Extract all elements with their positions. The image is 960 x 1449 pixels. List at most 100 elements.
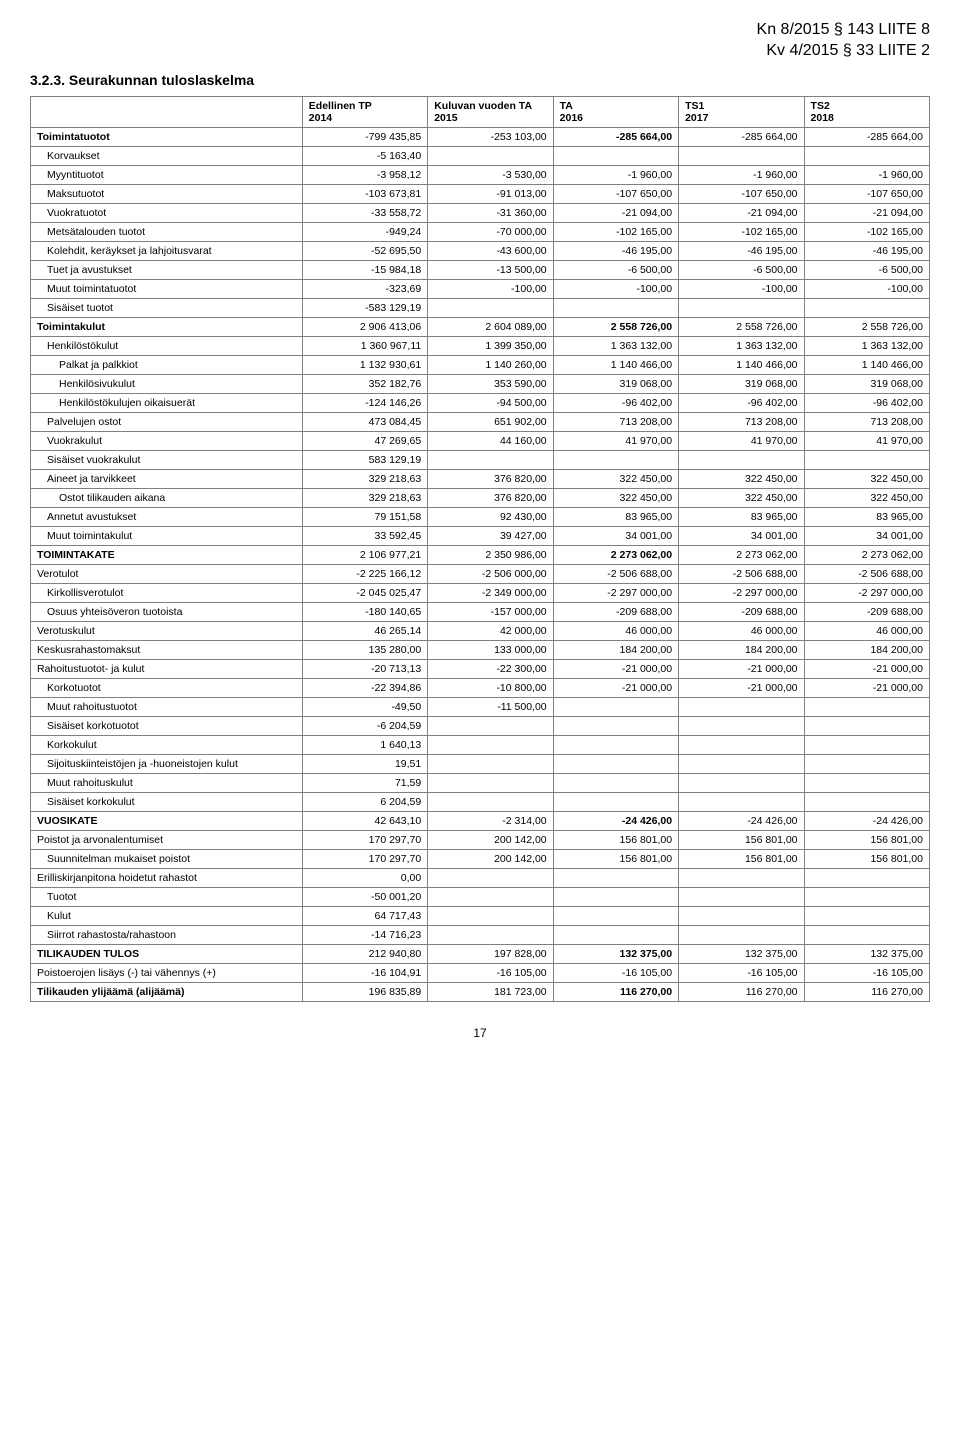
- table-row: Toimintatuotot-799 435,85-253 103,00-285…: [31, 127, 930, 146]
- row-value: [804, 792, 929, 811]
- table-row: Aineet ja tarvikkeet329 218,63376 820,00…: [31, 469, 930, 488]
- row-value: [428, 735, 553, 754]
- table-row: Rahoitustuotot- ja kulut-20 713,13-22 30…: [31, 659, 930, 678]
- row-value: -2 297 000,00: [553, 583, 678, 602]
- row-value: 46 000,00: [553, 621, 678, 640]
- row-value: -107 650,00: [804, 184, 929, 203]
- row-value: 41 970,00: [679, 431, 804, 450]
- row-value: 79 151,58: [302, 507, 427, 526]
- row-value: [804, 868, 929, 887]
- row-value: 46 000,00: [679, 621, 804, 640]
- row-value: 42 643,10: [302, 811, 427, 830]
- row-value: -2 506 000,00: [428, 564, 553, 583]
- row-value: -10 800,00: [428, 678, 553, 697]
- row-value: -1 960,00: [804, 165, 929, 184]
- row-value: 651 902,00: [428, 412, 553, 431]
- row-value: -285 664,00: [804, 127, 929, 146]
- row-value: 1 140 466,00: [679, 355, 804, 374]
- row-label: Kulut: [31, 906, 303, 925]
- table-row: Toimintakulut2 906 413,062 604 089,002 5…: [31, 317, 930, 336]
- row-value: 71,59: [302, 773, 427, 792]
- row-value: [553, 773, 678, 792]
- row-value: [679, 868, 804, 887]
- row-value: [428, 773, 553, 792]
- row-value: -21 000,00: [679, 678, 804, 697]
- table-row: Keskusrahastomaksut135 280,00133 000,001…: [31, 640, 930, 659]
- row-label: Tuotot: [31, 887, 303, 906]
- row-value: [679, 298, 804, 317]
- row-label: Muut toimintakulut: [31, 526, 303, 545]
- row-value: 156 801,00: [804, 830, 929, 849]
- row-label: Poistot ja arvonalentumiset: [31, 830, 303, 849]
- row-value: -124 146,26: [302, 393, 427, 412]
- row-value: 322 450,00: [553, 469, 678, 488]
- row-value: -20 713,13: [302, 659, 427, 678]
- row-label: Palvelujen ostot: [31, 412, 303, 431]
- row-value: 2 604 089,00: [428, 317, 553, 336]
- row-value: -21 094,00: [804, 203, 929, 222]
- row-value: 34 001,00: [553, 526, 678, 545]
- row-value: -3 958,12: [302, 165, 427, 184]
- row-label: VUOSIKATE: [31, 811, 303, 830]
- row-value: 2 273 062,00: [804, 545, 929, 564]
- row-label: Keskusrahastomaksut: [31, 640, 303, 659]
- row-value: 376 820,00: [428, 469, 553, 488]
- row-label: Palkat ja palkkiot: [31, 355, 303, 374]
- table-row: Siirrot rahastosta/rahastoon-14 716,23: [31, 925, 930, 944]
- row-value: 83 965,00: [804, 507, 929, 526]
- row-value: [428, 868, 553, 887]
- row-value: 2 558 726,00: [679, 317, 804, 336]
- row-value: 116 270,00: [804, 982, 929, 1001]
- table-row: Muut toimintatuotot-323,69-100,00-100,00…: [31, 279, 930, 298]
- row-value: 2 558 726,00: [553, 317, 678, 336]
- row-value: 181 723,00: [428, 982, 553, 1001]
- row-value: -22 300,00: [428, 659, 553, 678]
- table-row: Sisäiset tuotot-583 129,19: [31, 298, 930, 317]
- row-label: Sisäiset vuokrakulut: [31, 450, 303, 469]
- row-value: 156 801,00: [679, 830, 804, 849]
- row-value: 44 160,00: [428, 431, 553, 450]
- table-row: Korvaukset-5 163,40: [31, 146, 930, 165]
- row-value: 713 208,00: [804, 412, 929, 431]
- row-value: -100,00: [804, 279, 929, 298]
- row-value: 133 000,00: [428, 640, 553, 659]
- row-value: -209 688,00: [679, 602, 804, 621]
- row-value: [804, 925, 929, 944]
- row-value: -2 314,00: [428, 811, 553, 830]
- row-label: Muut rahoitustuotot: [31, 697, 303, 716]
- row-label: Aineet ja tarvikkeet: [31, 469, 303, 488]
- row-value: -16 105,00: [553, 963, 678, 982]
- row-value: 46 000,00: [804, 621, 929, 640]
- row-label: Vuokratuotot: [31, 203, 303, 222]
- row-value: [428, 925, 553, 944]
- row-value: -15 984,18: [302, 260, 427, 279]
- row-value: 1 132 930,61: [302, 355, 427, 374]
- row-value: -2 506 688,00: [553, 564, 678, 583]
- row-value: [553, 792, 678, 811]
- row-label: Vuokrakulut: [31, 431, 303, 450]
- row-value: 329 218,63: [302, 469, 427, 488]
- row-value: 132 375,00: [553, 944, 678, 963]
- row-value: [553, 868, 678, 887]
- row-value: 376 820,00: [428, 488, 553, 507]
- table-header: Edellinen TP2014Kuluvan vuoden TA2015TA2…: [31, 96, 930, 127]
- row-value: [428, 906, 553, 925]
- row-label: Verotulot: [31, 564, 303, 583]
- row-value: [804, 697, 929, 716]
- column-header: TA2016: [553, 96, 678, 127]
- row-value: 473 084,45: [302, 412, 427, 431]
- row-value: -285 664,00: [553, 127, 678, 146]
- row-value: 132 375,00: [679, 944, 804, 963]
- table-row: Henkilöstökulut1 360 967,111 399 350,001…: [31, 336, 930, 355]
- row-value: -49,50: [302, 697, 427, 716]
- table-row: Tuotot-50 001,20: [31, 887, 930, 906]
- row-value: -52 695,50: [302, 241, 427, 260]
- row-label: Ostot tilikauden aikana: [31, 488, 303, 507]
- row-value: -94 500,00: [428, 393, 553, 412]
- row-value: -21 000,00: [804, 678, 929, 697]
- row-value: [679, 754, 804, 773]
- row-value: 170 297,70: [302, 849, 427, 868]
- row-value: -103 673,81: [302, 184, 427, 203]
- row-label: Annetut avustukset: [31, 507, 303, 526]
- row-label: Maksutuotot: [31, 184, 303, 203]
